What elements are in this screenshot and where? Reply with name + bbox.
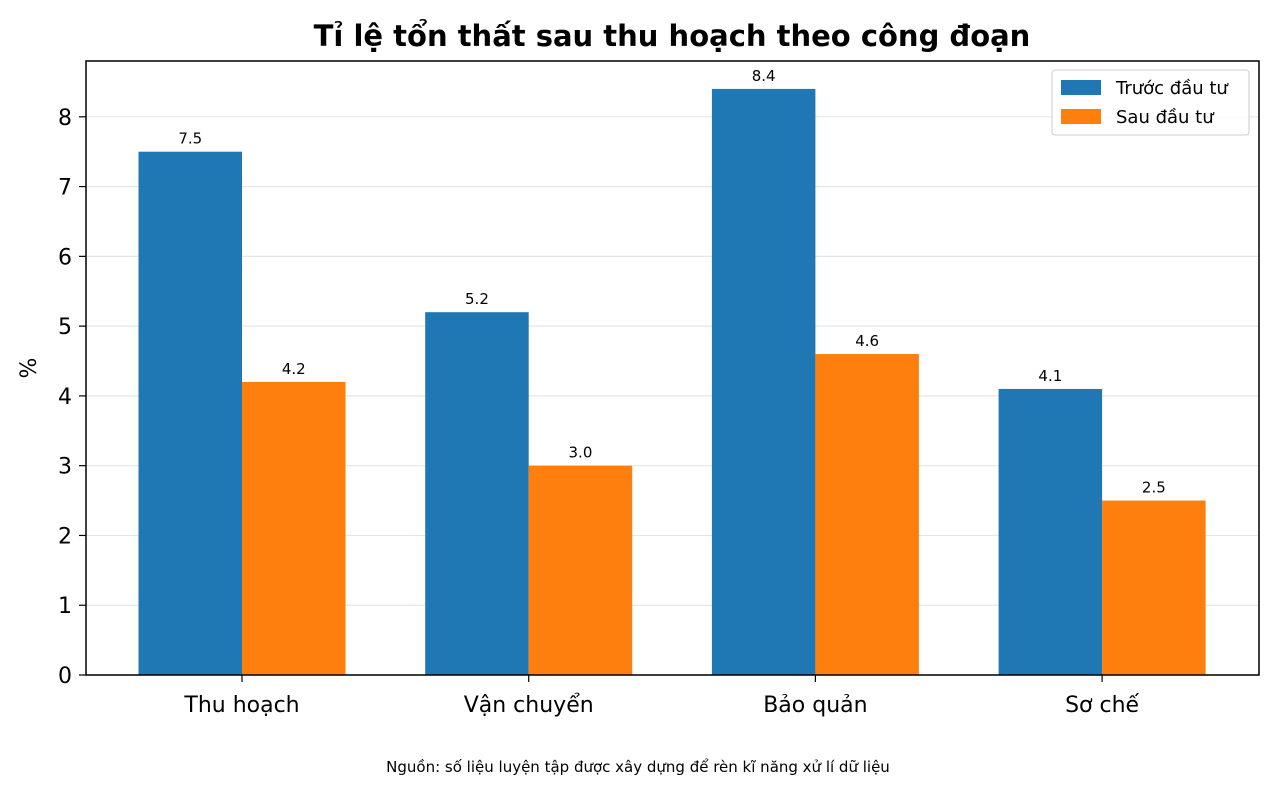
y-tick-label-6: 6 <box>58 245 72 270</box>
y-axis-label: % <box>17 358 42 379</box>
bar-truoc-dau-tu-bao-quan <box>711 88 816 676</box>
y-tick-label-4: 4 <box>58 385 72 410</box>
plot-frame <box>85 60 1260 676</box>
legend-frame <box>1051 69 1250 136</box>
y-tick-label-7: 7 <box>58 176 72 201</box>
legend: Trước đầu tư Sau đầu tư <box>1051 69 1250 136</box>
legend-swatch-truoc-dau-tu <box>1061 80 1101 95</box>
bar-truoc-dau-tu-van-chuyen <box>425 312 529 675</box>
data-label-truoc-dau-tu-thu-hoach: 7.5 <box>178 130 202 148</box>
bar-sau-dau-tu-van-chuyen <box>528 465 633 675</box>
data-label-sau-dau-tu-bao-quan: 4.6 <box>855 332 879 350</box>
axes: 0 1 2 3 4 5 6 7 8 Thu hoạch Vận chuyển Bảo quản Sơ c… <box>58 60 1260 718</box>
data-label-sau-dau-tu-van-chuyen: 3.0 <box>569 444 593 462</box>
x-tick-label-thu-hoach: Thu hoạch <box>183 693 299 718</box>
bars <box>138 88 1206 676</box>
data-label-sau-dau-tu-thu-hoach: 4.2 <box>282 360 306 378</box>
data-label-sau-dau-tu-so-che: 2.5 <box>1142 479 1166 497</box>
y-tick-label-0: 0 <box>58 664 72 689</box>
data-label-truoc-dau-tu-bao-quan: 8.4 <box>752 67 776 85</box>
y-tick-label-8: 8 <box>58 106 72 131</box>
source-note: Nguồn: số liệu luyện tập được xây dựng đ… <box>386 758 890 776</box>
x-tick-label-so-che: Sơ chế <box>1065 693 1139 718</box>
y-tick-label-3: 3 <box>58 455 72 480</box>
data-label-truoc-dau-tu-so-che: 4.1 <box>1038 367 1062 385</box>
bar-sau-dau-tu-bao-quan <box>815 354 919 675</box>
y-tick-label-5: 5 <box>58 315 72 340</box>
x-tick-label-van-chuyen: Vận chuyển <box>464 693 594 718</box>
data-labels: 7.5 4.2 5.2 3.0 8.4 4.6 4.1 2.5 <box>178 67 1165 497</box>
chart-title: Tỉ lệ tổn thất sau thu hoạch theo công đ… <box>314 19 1031 53</box>
bar-sau-dau-tu-thu-hoach <box>242 381 346 675</box>
legend-swatch-sau-dau-tu <box>1061 109 1101 124</box>
legend-label-sau-dau-tu: Sau đầu tư <box>1116 107 1215 128</box>
bar-truoc-dau-tu-so-che <box>998 388 1103 675</box>
y-tick-label-1: 1 <box>58 594 72 619</box>
legend-label-truoc-dau-tu: Trước đầu tư <box>1115 78 1229 99</box>
data-label-truoc-dau-tu-van-chuyen: 5.2 <box>465 290 489 308</box>
bar-sau-dau-tu-so-che <box>1102 500 1206 675</box>
bar-truoc-dau-tu-thu-hoach <box>138 151 242 676</box>
y-tick-label-2: 2 <box>58 524 72 549</box>
x-tick-label-bao-quan: Bảo quản <box>763 693 867 718</box>
